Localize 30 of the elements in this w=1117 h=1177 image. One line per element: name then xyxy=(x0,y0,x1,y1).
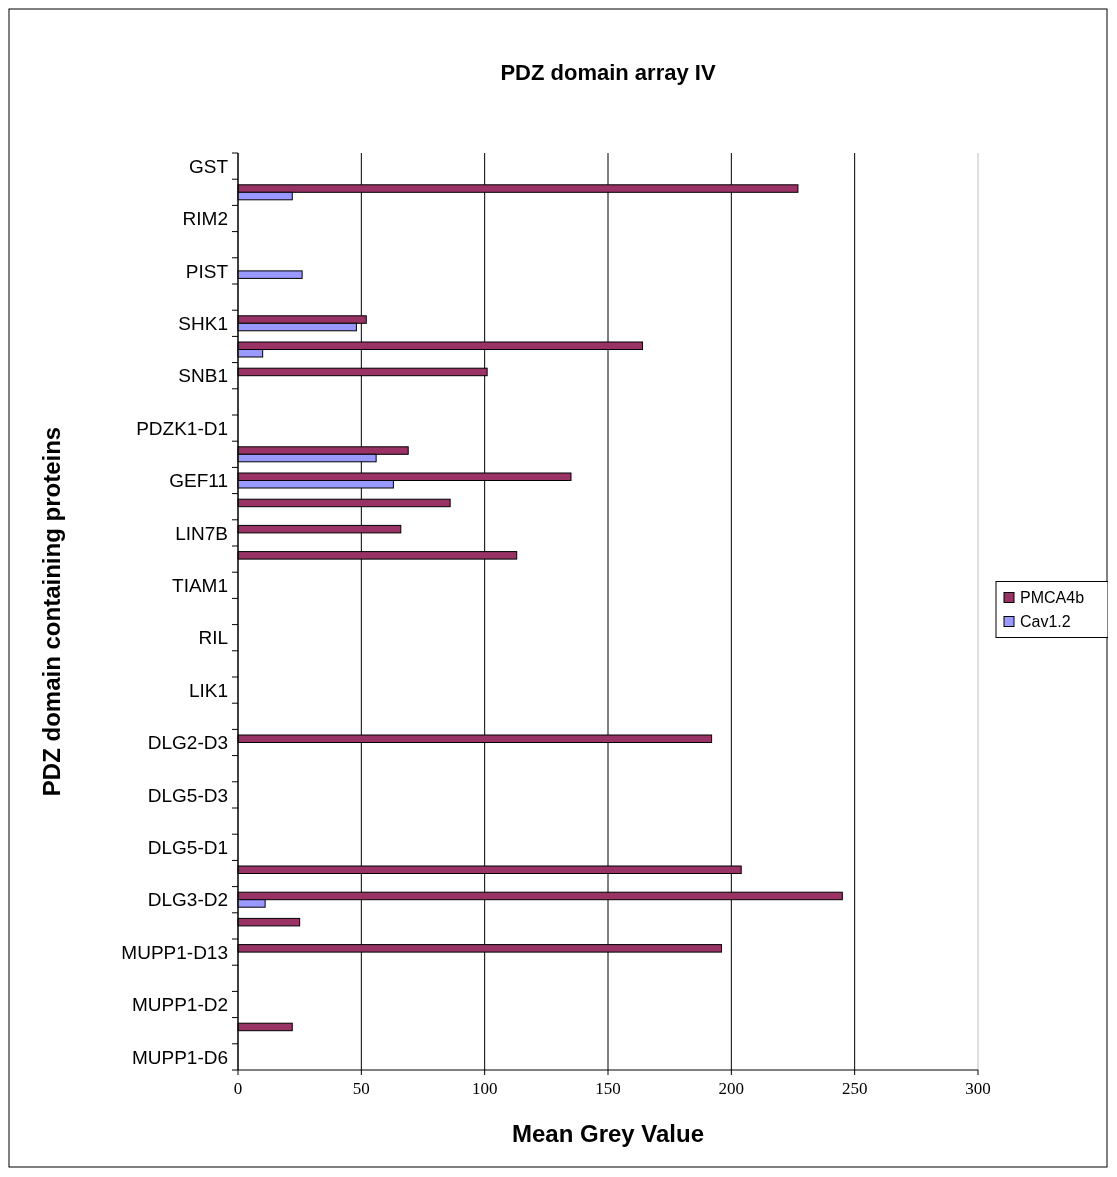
x-tick-label: 0 xyxy=(233,1079,243,1098)
x-tick-label: 150 xyxy=(595,1079,621,1098)
x-tick-label: 200 xyxy=(718,1079,745,1098)
y-tick-label: RIM2 xyxy=(182,208,228,230)
y-tick-label: DLG5-D3 xyxy=(147,784,228,806)
y-tick-label: SNB1 xyxy=(178,365,228,387)
y-tick-label: LIK1 xyxy=(188,679,228,701)
y-tick-label: PIST xyxy=(185,260,229,282)
legend-label: PMCA4b xyxy=(1020,589,1085,607)
y-tick-label: SHK1 xyxy=(178,312,228,334)
y-tick-label: MUPP1-D2 xyxy=(131,994,228,1016)
y-tick-label: MUPP1-D13 xyxy=(121,941,228,963)
y-tick-label: LIN7B xyxy=(175,522,228,544)
y-tick-label: RIL xyxy=(198,627,228,649)
y-tick-label: GEF11 xyxy=(169,470,228,492)
x-tick-label: 250 xyxy=(841,1079,868,1098)
x-axis-title: Mean Grey Value xyxy=(511,1120,705,1147)
y-tick-label: DLG3-D2 xyxy=(147,889,228,911)
legend-label: Cav1.2 xyxy=(1020,613,1071,631)
y-tick-label: GST xyxy=(188,155,229,177)
y-axis-title: PDZ domain containing proteins xyxy=(38,426,65,797)
x-tick-label: 100 xyxy=(471,1079,498,1098)
y-tick-label: DLG5-D1 xyxy=(147,836,228,858)
chart-title: PDZ domain array IV xyxy=(500,60,716,85)
y-tick-label: TIAM1 xyxy=(172,574,228,596)
x-tick-label: 50 xyxy=(352,1079,370,1098)
y-tick-label: PDZK1-D1 xyxy=(136,417,228,439)
y-tick-label: MUPP1-D6 xyxy=(131,1046,228,1068)
x-tick-label: 300 xyxy=(965,1079,991,1098)
y-tick-label: DLG2-D3 xyxy=(147,732,228,754)
